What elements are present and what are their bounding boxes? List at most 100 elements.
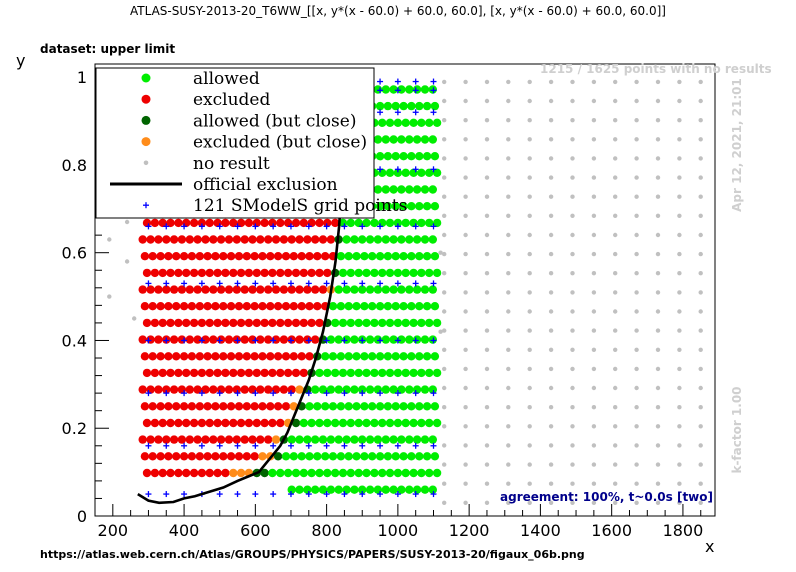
excluded-point	[197, 318, 207, 328]
no-result-point	[591, 194, 597, 199]
allowed-point	[391, 202, 400, 211]
excluded-point	[172, 452, 181, 461]
allowed-point	[342, 285, 351, 294]
no-result-point	[548, 251, 554, 257]
allowed-point	[346, 418, 355, 428]
no-result-point	[463, 79, 468, 85]
excluded-point	[252, 318, 261, 328]
grid-point	[145, 491, 152, 498]
allowed-point	[315, 468, 324, 478]
grid-point	[377, 109, 384, 116]
grid-point	[394, 223, 401, 230]
excluded-point	[172, 252, 181, 261]
allowed-point	[381, 85, 390, 94]
grid-point	[412, 491, 419, 498]
allowed-point	[415, 402, 424, 411]
allowed-point	[430, 402, 440, 411]
excluded-point	[250, 452, 259, 461]
allowed-point	[407, 302, 416, 311]
no-result-point	[677, 366, 682, 372]
excluded-point	[250, 252, 259, 261]
allowed-point	[385, 368, 395, 378]
no-result-point	[463, 347, 468, 352]
excluded-point	[216, 435, 226, 444]
excluded-point	[252, 368, 261, 378]
allowed-point	[405, 185, 414, 194]
excluded-point	[234, 352, 244, 361]
excluded-close-point	[236, 468, 246, 478]
allowed-point	[350, 235, 359, 244]
allowed-point	[323, 468, 332, 478]
allowed-point	[338, 268, 348, 278]
no-result-point	[634, 385, 639, 391]
excluded-point	[179, 402, 189, 411]
allowed-point	[344, 302, 353, 311]
allowed-point	[425, 318, 434, 328]
allowed-point	[422, 302, 432, 311]
allowed-point	[393, 168, 403, 177]
grid-point	[412, 442, 419, 449]
no-result-point	[655, 462, 661, 467]
excluded-point	[276, 268, 285, 278]
no-result-point	[613, 213, 618, 218]
allowed-point	[381, 435, 390, 444]
allowed-point	[428, 385, 437, 394]
excluded-point	[150, 268, 160, 278]
no-result-point	[548, 79, 554, 85]
excluded-point	[213, 318, 222, 328]
allowed-point	[350, 335, 359, 344]
excluded-point	[226, 452, 236, 461]
allowed-point	[352, 252, 361, 261]
no-result-point	[548, 290, 554, 295]
excluded-point	[234, 252, 244, 261]
allowed-point	[365, 435, 375, 444]
allowed-point	[331, 468, 340, 478]
no-result-point	[613, 118, 618, 123]
excluded-point	[197, 218, 207, 228]
excluded-point	[256, 385, 265, 394]
no-result-point	[484, 137, 490, 142]
allowed-point	[430, 252, 440, 261]
no-result-point	[613, 500, 618, 505]
allowed-point	[420, 335, 430, 344]
no-result-point	[506, 443, 511, 448]
no-result-point	[506, 118, 511, 123]
excluded-point	[289, 302, 298, 311]
excluded-point	[234, 302, 244, 311]
no-result-point	[506, 232, 511, 238]
allowed-point	[401, 368, 410, 378]
excluded-point	[221, 318, 230, 328]
excluded-point	[179, 302, 189, 311]
no-result-point	[506, 462, 511, 467]
grid-point	[430, 491, 437, 498]
no-result-point	[442, 500, 447, 505]
no-result-point	[677, 156, 682, 161]
no-result-point	[655, 385, 661, 391]
excluded-point	[279, 285, 289, 294]
excluded-point	[156, 252, 165, 261]
no-result-point	[698, 347, 703, 352]
excluded-point	[185, 285, 194, 294]
allowed-point	[346, 218, 355, 228]
legend-label: excluded	[193, 90, 270, 110]
excluded-point	[146, 235, 155, 244]
grid-point	[181, 223, 188, 230]
allowed-point	[430, 302, 440, 311]
excluded-point	[311, 235, 320, 244]
excluded-point	[209, 435, 218, 444]
legend-marker	[141, 137, 151, 147]
excluded-point	[174, 218, 183, 228]
excluded-point	[273, 352, 283, 361]
no-result-point	[463, 481, 468, 486]
no-result-point	[613, 328, 618, 333]
allowed-point	[381, 335, 390, 344]
allowed-point	[321, 452, 330, 461]
excluded-point	[169, 285, 179, 294]
grid-point	[198, 223, 205, 230]
no-result-point	[613, 79, 618, 85]
allowed-point	[381, 285, 390, 294]
allowed-point	[428, 435, 437, 444]
excluded-point	[303, 335, 312, 344]
excluded-point	[221, 468, 230, 478]
excluded-point	[148, 352, 157, 361]
